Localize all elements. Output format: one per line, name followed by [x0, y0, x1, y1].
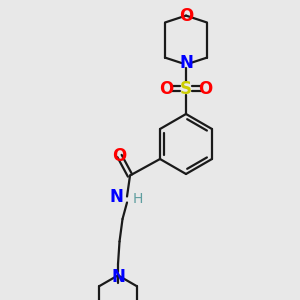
- Text: O: O: [198, 80, 213, 98]
- Text: S: S: [180, 80, 192, 98]
- Text: O: O: [112, 147, 127, 165]
- Text: O: O: [159, 80, 174, 98]
- Text: N: N: [110, 188, 123, 206]
- Text: N: N: [179, 54, 193, 72]
- Text: H: H: [132, 192, 143, 206]
- Text: N: N: [111, 268, 125, 286]
- Text: O: O: [179, 7, 193, 25]
